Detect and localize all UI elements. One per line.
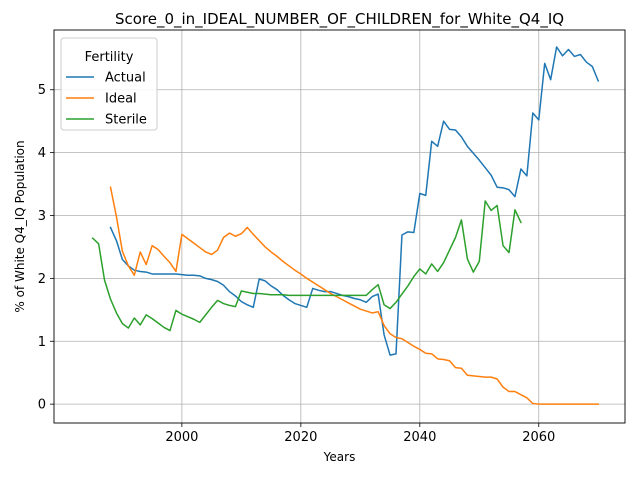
series-line-actual	[109, 46, 600, 356]
legend-title: Fertility	[85, 50, 134, 65]
chart-title: Score_0_in_IDEAL_NUMBER_OF_CHILDREN_for_…	[115, 10, 564, 29]
y-tick-label: 5	[38, 83, 46, 98]
y-tick-label: 3	[38, 209, 46, 224]
y-tick-label: 0	[38, 398, 46, 413]
series-layer	[91, 46, 600, 405]
y-tick-label: 4	[38, 146, 46, 161]
legend-box	[60, 37, 158, 131]
plot-frame	[53, 29, 626, 424]
x-tick-label: 2000	[165, 430, 198, 445]
grid-layer	[54, 30, 625, 423]
x-axis-label: Years	[323, 450, 356, 464]
x-tick-label: 2040	[403, 430, 436, 445]
x-tick-label: 2020	[284, 430, 317, 445]
tick-layer: 2000 2020 2040 2060 0 1 2 3 4 5	[38, 83, 556, 445]
legend-label-actual: Actual	[105, 71, 146, 86]
legend-label-ideal: Ideal	[105, 92, 137, 107]
series-line-ideal	[109, 186, 599, 405]
y-tick-label: 1	[38, 335, 46, 350]
x-tick-label: 2060	[522, 430, 555, 445]
y-axis-label: % of White Q4_IQ Population	[13, 140, 27, 312]
series-line-sterile	[91, 200, 522, 332]
legend-label-sterile: Sterile	[105, 113, 147, 128]
legend-entries: Actual Ideal Sterile	[66, 71, 147, 128]
y-tick-label: 2	[38, 272, 46, 287]
legend: Fertility Actual Ideal Sterile	[60, 37, 158, 131]
